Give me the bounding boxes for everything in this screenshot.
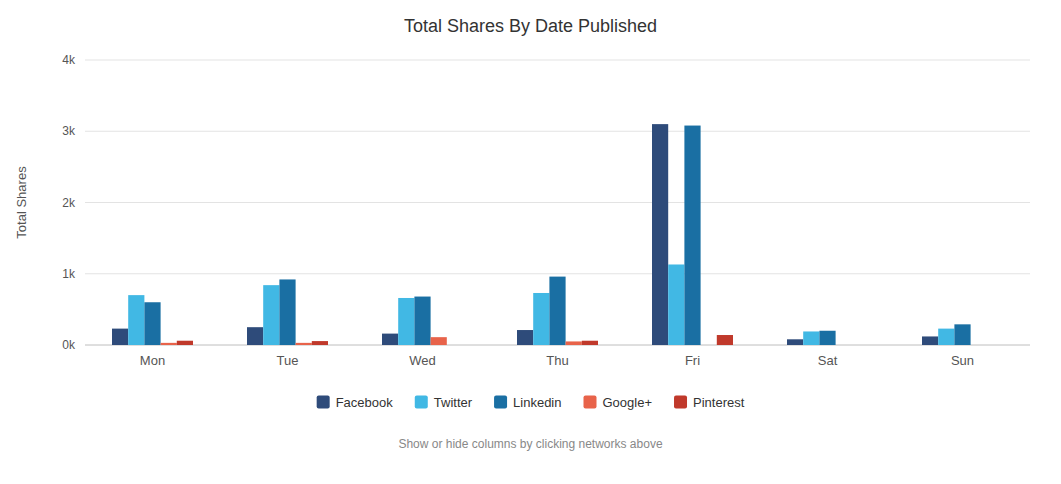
legend-swatch bbox=[674, 396, 687, 409]
legend: Facebook Twitter Linkedin Google+ Pinterest bbox=[317, 395, 745, 410]
bar bbox=[447, 345, 463, 346]
bar bbox=[717, 335, 733, 345]
grid-line bbox=[85, 202, 1030, 203]
bar bbox=[414, 297, 430, 345]
bar bbox=[549, 277, 565, 345]
x-tick-label: Sat bbox=[818, 353, 838, 368]
bar bbox=[312, 341, 328, 345]
bar bbox=[566, 341, 582, 345]
legend-swatch bbox=[317, 396, 330, 409]
bars bbox=[112, 124, 971, 345]
bar bbox=[701, 345, 717, 346]
bar bbox=[582, 341, 598, 345]
bar bbox=[517, 330, 533, 345]
legend-item: Linkedin bbox=[494, 395, 561, 410]
legend-label: Google+ bbox=[603, 395, 653, 410]
bar bbox=[112, 329, 128, 345]
bar bbox=[144, 302, 160, 345]
bar bbox=[279, 279, 295, 345]
bar bbox=[787, 339, 803, 345]
x-tick-label: Fri bbox=[685, 353, 700, 368]
bar bbox=[263, 285, 279, 345]
bar bbox=[922, 336, 938, 345]
series bbox=[112, 124, 938, 345]
legend-label: Twitter bbox=[434, 395, 473, 410]
bar bbox=[652, 124, 668, 345]
bar bbox=[668, 264, 684, 345]
grid-line bbox=[85, 273, 1030, 274]
grid-line bbox=[85, 131, 1030, 132]
legend-item: Google+ bbox=[584, 395, 653, 410]
legend-swatch bbox=[415, 396, 428, 409]
bar bbox=[836, 345, 852, 346]
legend-swatch bbox=[584, 396, 597, 409]
bar bbox=[938, 329, 954, 345]
x-axis: Mon Tue Wed Thu Fri Sat Sun bbox=[140, 353, 974, 368]
y-axis: 0k 1k 2k 3k 4k bbox=[62, 53, 1030, 352]
series bbox=[161, 337, 582, 345]
bar bbox=[684, 126, 700, 345]
y-tick-label: 3k bbox=[62, 124, 76, 138]
legend-label: Facebook bbox=[336, 395, 394, 410]
bar bbox=[819, 331, 835, 345]
legend-label: Linkedin bbox=[513, 395, 561, 410]
bar bbox=[431, 337, 447, 345]
subtitle: Show or hide columns by clicking network… bbox=[398, 437, 662, 451]
bar bbox=[296, 343, 312, 345]
bar bbox=[177, 341, 193, 345]
legend-label: Pinterest bbox=[693, 395, 745, 410]
legend-swatch bbox=[494, 396, 507, 409]
bar bbox=[971, 345, 987, 346]
bar bbox=[852, 345, 868, 346]
bar bbox=[803, 331, 819, 345]
series bbox=[177, 335, 733, 345]
x-tick-label: Thu bbox=[546, 353, 568, 368]
y-tick-label: 1k bbox=[62, 267, 76, 281]
legend-item: Twitter bbox=[415, 395, 473, 410]
title: Total Shares By Date Published bbox=[404, 16, 657, 36]
x-tick-label: Sun bbox=[951, 353, 974, 368]
x-tick-label: Tue bbox=[277, 353, 299, 368]
y-tick-label: 0k bbox=[62, 338, 76, 352]
bar bbox=[247, 327, 263, 345]
bar bbox=[161, 343, 177, 345]
legend-item: Pinterest bbox=[674, 395, 745, 410]
bar bbox=[987, 345, 1003, 346]
grid-line bbox=[85, 60, 1030, 61]
legend-item: Facebook bbox=[317, 395, 394, 410]
bar bbox=[954, 324, 970, 345]
bar bbox=[533, 293, 549, 345]
bar bbox=[382, 334, 398, 345]
x-tick-label: Mon bbox=[140, 353, 165, 368]
y-tick-label: 4k bbox=[62, 53, 76, 67]
y-tick-label: 2k bbox=[62, 196, 76, 210]
x-tick-label: Wed bbox=[409, 353, 436, 368]
series bbox=[128, 264, 954, 345]
series bbox=[144, 126, 970, 345]
bar bbox=[398, 298, 414, 345]
y-axis-label: Total Shares bbox=[14, 166, 29, 239]
chart: Total Shares By Date Published 0k 1k 2k 3k 4k… bbox=[0, 0, 1061, 484]
bar bbox=[128, 295, 144, 345]
